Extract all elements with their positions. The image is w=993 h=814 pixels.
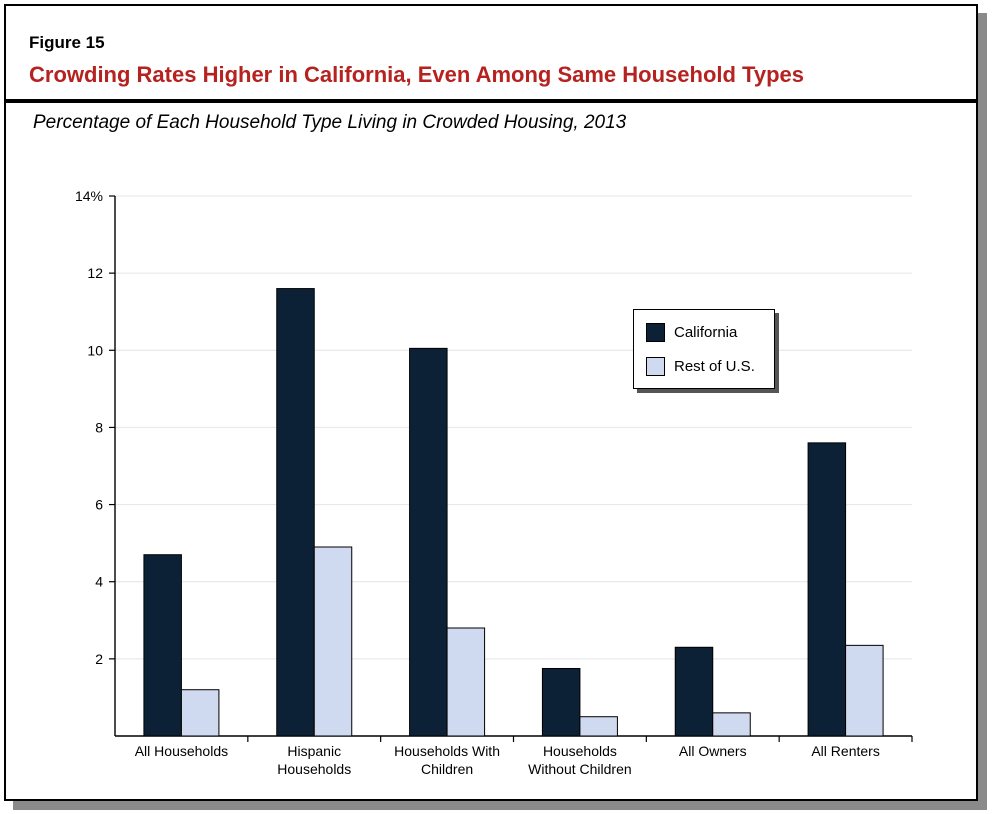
y-tick-label: 10 <box>87 342 103 358</box>
figure-label: Figure 15 <box>29 33 105 52</box>
bar-california <box>143 554 182 737</box>
legend-label-california: California <box>674 323 738 341</box>
x-category-label: Households <box>277 761 351 777</box>
bar-california <box>276 288 315 737</box>
y-tick-label: 4 <box>95 574 103 590</box>
y-tick-label: 12 <box>87 265 103 281</box>
x-category-label: Children <box>421 761 473 777</box>
legend-swatch-rest-of-us <box>646 356 665 376</box>
bar-rest-of-us <box>579 716 618 737</box>
legend-label-rest-of-us: Rest of U.S. <box>674 357 755 375</box>
bar-rest-of-us <box>180 689 220 737</box>
figure-title: Crowding Rates Higher in California, Eve… <box>29 62 805 87</box>
bar-california <box>674 646 714 737</box>
x-category-label: Households <box>543 743 617 759</box>
y-tick-label: 2 <box>95 651 103 667</box>
bar-rest-of-us <box>845 644 884 737</box>
y-tick-label: 6 <box>95 497 103 513</box>
bar-rest-of-us <box>446 627 486 737</box>
bar-rest-of-us <box>712 712 751 737</box>
y-tick-label: 14% <box>75 188 103 204</box>
chart-legend: California Rest of U.S. <box>633 309 775 389</box>
bar-california <box>409 347 448 737</box>
x-category-label: Households With <box>394 743 500 759</box>
x-category-label: All Owners <box>679 743 747 759</box>
bar-rest-of-us <box>313 546 353 737</box>
x-category-label: Hispanic <box>287 743 341 759</box>
legend-item-california: California <box>646 322 737 342</box>
legend-item-rest-of-us: Rest of U.S. <box>646 356 755 376</box>
bar-california <box>541 668 581 737</box>
x-category-label: Without Children <box>528 761 632 777</box>
title-rule <box>4 99 978 103</box>
x-category-label: All Households <box>135 743 228 759</box>
x-category-label: All Renters <box>811 743 879 759</box>
bar-california <box>807 442 847 737</box>
figure-subtitle: Percentage of Each Household Type Living… <box>33 112 627 133</box>
legend-swatch-california <box>646 322 665 342</box>
y-tick-label: 8 <box>95 419 103 435</box>
